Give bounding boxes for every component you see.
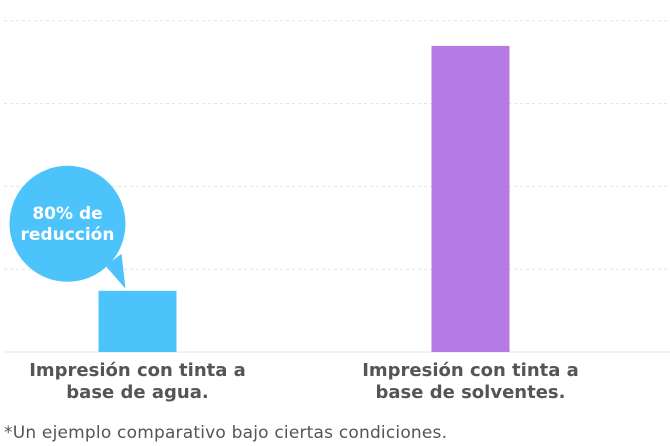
bars — [98, 45, 510, 353]
category-label-1-line-2: base de agua. — [66, 382, 208, 403]
bar-1 — [98, 290, 177, 352]
callout-text-line-1: 80% de — [32, 204, 102, 224]
category-label-1-line-1: Impresión con tinta a — [29, 360, 246, 381]
gridlines — [4, 20, 670, 270]
bar-2 — [431, 45, 510, 353]
category-label-2-line-2: base de solventes. — [376, 382, 566, 403]
callout-bubble — [9, 165, 126, 282]
category-label-2-line-1: Impresión con tinta a — [362, 360, 579, 381]
callout-text-line-2: reducción — [21, 225, 115, 245]
footnote: *Un ejemplo comparativo bajo ciertas con… — [4, 423, 448, 443]
callout-tail — [105, 253, 126, 289]
